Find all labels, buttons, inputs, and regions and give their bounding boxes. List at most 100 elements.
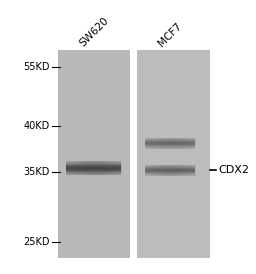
Bar (58, 50, 130, 258)
Bar (145, 143, 195, 144)
Text: 40KD: 40KD (24, 121, 50, 131)
Bar (66, 163, 121, 164)
Bar (66, 167, 121, 168)
Bar (164, 138, 166, 149)
Bar (145, 171, 195, 172)
Bar (108, 161, 111, 175)
Text: MCF7: MCF7 (156, 21, 183, 48)
Bar (176, 164, 179, 176)
Bar (92, 161, 94, 175)
Bar (166, 164, 169, 176)
Bar (111, 161, 114, 175)
Bar (145, 173, 195, 174)
Bar (145, 172, 195, 173)
Bar (119, 161, 122, 175)
Bar (169, 164, 171, 176)
Bar (171, 164, 174, 176)
Bar (100, 161, 103, 175)
Bar (145, 165, 195, 166)
Bar (66, 162, 121, 163)
Bar (151, 138, 154, 149)
Bar (75, 161, 78, 175)
Bar (86, 161, 89, 175)
Bar (145, 139, 195, 140)
Bar (156, 164, 159, 176)
Bar (66, 169, 121, 170)
Bar (145, 174, 195, 175)
Bar (186, 138, 189, 149)
Text: 25KD: 25KD (24, 237, 50, 247)
Bar (156, 138, 159, 149)
Bar (70, 161, 72, 175)
Bar (146, 138, 149, 149)
Bar (145, 142, 195, 143)
Bar (161, 164, 164, 176)
Bar (145, 141, 195, 142)
Bar (145, 138, 195, 139)
Bar (116, 161, 119, 175)
Bar (161, 138, 164, 149)
Bar (194, 164, 196, 176)
Bar (145, 175, 195, 176)
Bar (191, 164, 194, 176)
Bar (66, 164, 121, 165)
Bar (189, 138, 191, 149)
Bar (179, 164, 181, 176)
Bar (151, 164, 154, 176)
Bar (145, 167, 195, 168)
Bar (136, 50, 210, 258)
Bar (146, 164, 149, 176)
Bar (145, 140, 195, 141)
Bar (66, 161, 121, 162)
Text: 55KD: 55KD (24, 62, 50, 72)
Bar (66, 165, 121, 166)
Text: SW620: SW620 (78, 15, 111, 48)
Bar (81, 161, 83, 175)
Bar (145, 169, 195, 170)
Bar (66, 168, 121, 169)
Bar (191, 138, 194, 149)
Bar (154, 164, 156, 176)
Bar (174, 138, 176, 149)
Bar (159, 164, 161, 176)
Bar (66, 170, 121, 171)
Bar (78, 161, 81, 175)
Bar (154, 138, 156, 149)
Text: 35KD: 35KD (24, 167, 50, 177)
Bar (67, 161, 70, 175)
Bar (72, 161, 75, 175)
Bar (66, 174, 121, 175)
Bar (66, 166, 121, 167)
Bar (145, 168, 195, 169)
Bar (89, 161, 92, 175)
Bar (159, 138, 161, 149)
Bar (181, 164, 184, 176)
Bar (103, 161, 105, 175)
Bar (169, 138, 171, 149)
Bar (114, 161, 116, 175)
Bar (166, 138, 169, 149)
Bar (145, 147, 195, 148)
Bar (149, 164, 151, 176)
Bar (149, 138, 151, 149)
Bar (194, 138, 196, 149)
Bar (66, 173, 121, 174)
Bar (174, 164, 176, 176)
Bar (145, 145, 195, 146)
Bar (145, 148, 195, 149)
Bar (181, 138, 184, 149)
Bar (164, 164, 166, 176)
Bar (83, 161, 86, 175)
Bar (66, 172, 121, 173)
Bar (145, 166, 195, 167)
Bar (184, 138, 186, 149)
Bar (179, 138, 181, 149)
Bar (184, 164, 186, 176)
Bar (66, 171, 121, 172)
Text: CDX2: CDX2 (218, 165, 249, 175)
Bar (97, 161, 100, 175)
Bar (171, 138, 174, 149)
Bar (145, 146, 195, 147)
Bar (145, 170, 195, 171)
Bar (105, 161, 108, 175)
